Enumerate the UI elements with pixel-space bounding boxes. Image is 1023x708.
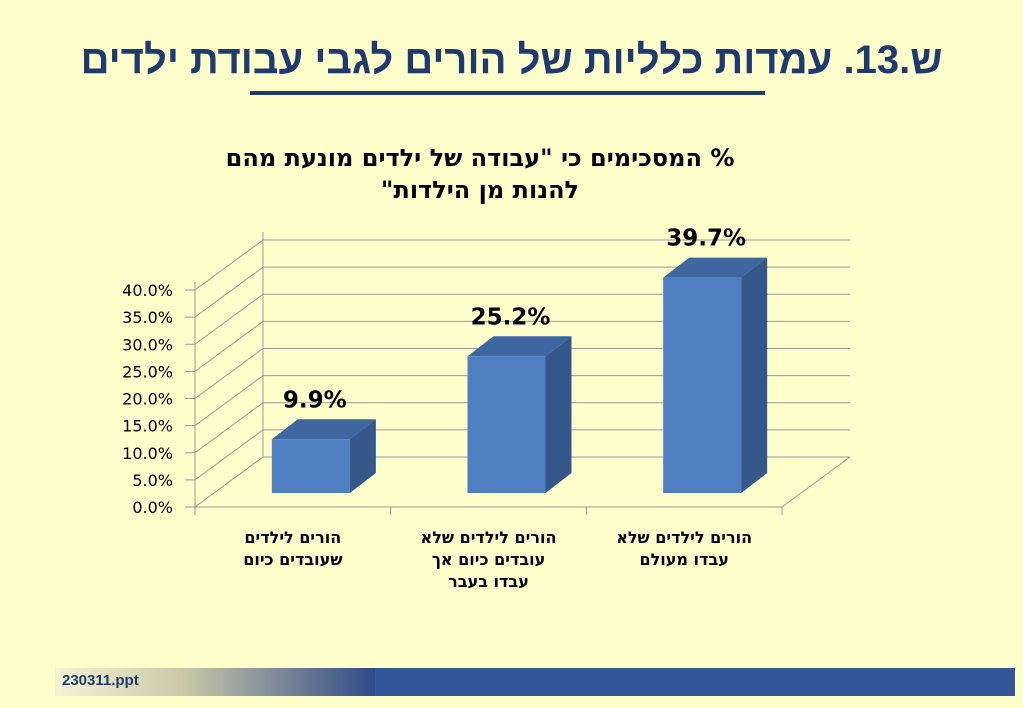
y-tick-label: 40.0% (122, 281, 173, 300)
y-tick-label: 15.0% (122, 417, 173, 436)
data-label: 25.2% (471, 304, 551, 330)
floor-right-edge (781, 456, 851, 508)
data-label: 39.7% (666, 226, 746, 252)
bar-top (467, 336, 572, 357)
gridline-side (194, 375, 264, 427)
gridline-side (194, 402, 264, 454)
gridline-side (194, 456, 264, 508)
gridline-side (194, 429, 264, 481)
y-tick-label: 0.0% (132, 498, 173, 517)
y-tick-label: 25.0% (122, 362, 173, 381)
footer-gradient (55, 668, 375, 696)
category-label-line: הורים לילדים (244, 528, 342, 547)
bar-side (349, 419, 376, 493)
y-tick-label: 20.0% (122, 390, 173, 409)
category-label-line: הורים לילדים שלא (420, 528, 557, 547)
category-label-line: עבדו מעולם (639, 550, 729, 569)
chart-title-line-2: להנות מן הילדות" (380, 176, 580, 204)
slide-title: ש.13. עמדות כלליות של הורים לגבי עבודת י… (80, 38, 943, 82)
category-label: הורים לילדים שלא עובדים כיום אך עבדו בעבר (399, 527, 579, 593)
y-tick-label: 10.0% (122, 444, 173, 463)
category-label-line: שעובדים כיום (243, 550, 343, 569)
bar-front (663, 277, 742, 493)
footer-filename: 230311.ppt (62, 672, 139, 689)
category-label-line: הורים לילדים שלא (616, 528, 753, 547)
bar-front (271, 439, 350, 493)
y-tick-label: 30.0% (122, 335, 173, 354)
category-label: הורים לילדים שלא עבדו מעולם (594, 527, 774, 571)
gridline-side (194, 293, 264, 345)
footer-bar (375, 668, 1015, 696)
y-tick-label: 35.0% (122, 308, 173, 327)
category-label: הורים לילדים שעובדים כיום (203, 527, 383, 571)
category-label-line: עבדו בעבר (448, 572, 529, 591)
gridline-side (194, 348, 264, 399)
y-tick-label: 5.0% (132, 471, 173, 490)
gridline-side (194, 239, 264, 291)
category-label-line: עובדים כיום אך (431, 550, 546, 569)
chart-title-line-1: % המסכימים כי "עבודה של ילדים מונעת מהם (225, 144, 735, 172)
bar-front (467, 356, 546, 493)
bar-side (545, 336, 572, 493)
gridline-side (194, 320, 264, 372)
data-label: 9.9% (283, 387, 347, 413)
gridline-side (194, 266, 264, 318)
bar-side (741, 257, 768, 493)
bar-top (271, 419, 376, 440)
bar-top (663, 257, 768, 278)
chart-title: % המסכימים כי "עבודה של ילדים מונעת מהם … (150, 142, 810, 206)
title-underline (250, 91, 765, 95)
